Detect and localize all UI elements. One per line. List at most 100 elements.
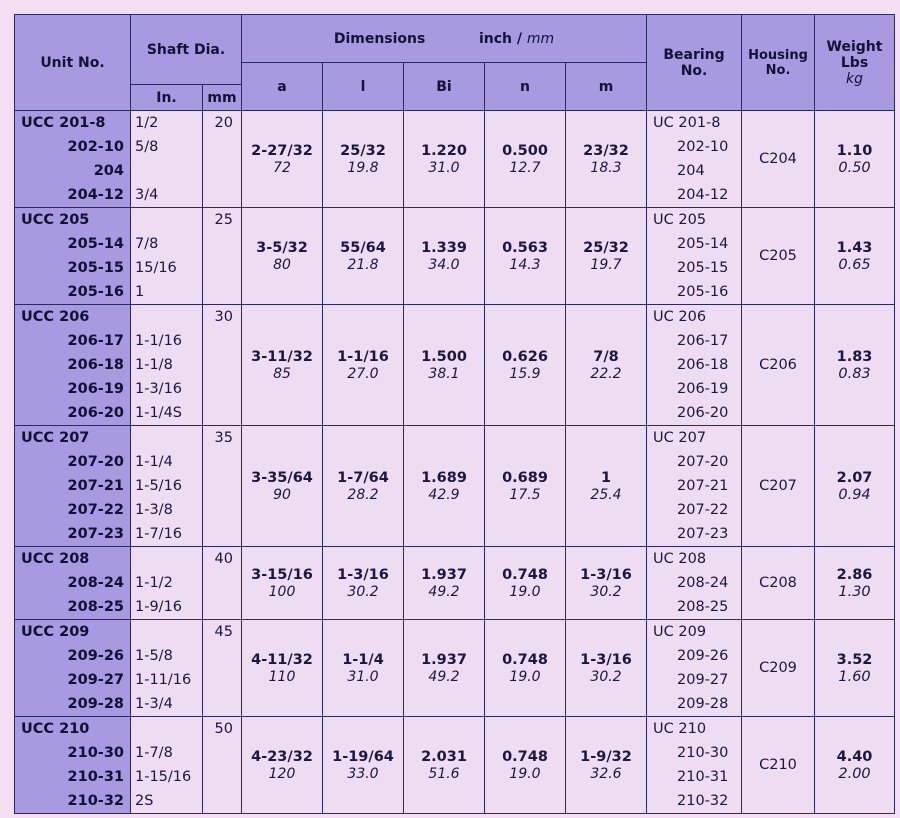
shaft-mm-cell: 40: [202, 546, 242, 620]
shaft-mm-cell: 30: [202, 304, 242, 426]
unit-no: UCC 201-8: [21, 115, 106, 131]
housing-no: C205: [759, 248, 797, 264]
dimension-l-inch: 1-1/4: [342, 651, 384, 668]
dimension-a-mm: 90: [273, 486, 291, 503]
dimension-a-cell: 2-27/32 72: [241, 110, 323, 208]
table-row: UCC 208 208-24 208-25 1-1/2 1-9/16 40 3-15/16 1…: [14, 546, 896, 620]
weight-kg: 0.50: [838, 159, 871, 176]
shaft-mm: 20: [214, 115, 233, 131]
shaft-inch: 1-7/16: [135, 526, 183, 542]
dimension-n-cell: 0.500 12.7: [484, 110, 566, 208]
dimension-n-inch: 0.563: [502, 239, 548, 256]
table-row: UCC 207 207-20 207-21 207-22 207-23 1-1/4 1-5/…: [14, 425, 896, 547]
housing-no-cell: C210: [741, 716, 816, 814]
housing-no: C208: [759, 575, 797, 591]
weight-lbs: 2.07: [836, 469, 873, 486]
table-row: UCC 210 210-30 210-31 210-32 1-7/8 1-15/16 2S 5…: [14, 716, 896, 814]
unit-no: 210-31: [67, 769, 124, 785]
dimension-m-cell: 23/32 18.3: [564, 110, 648, 208]
housing-no-cell: C205: [741, 207, 816, 305]
dimension-m-mm: 32.6: [590, 765, 622, 782]
dimension-m-inch: 7/8: [593, 348, 619, 365]
shaft-inch: 1-3/8: [135, 502, 173, 518]
bearing-no: 204: [677, 163, 705, 179]
dimension-n-mm: 14.3: [509, 256, 541, 273]
table-row: UCC 206 206-17 206-18 206-19 206-20 1-1/16 1-1…: [14, 304, 896, 426]
bearing-no: 205-14: [677, 236, 729, 252]
dimension-a-inch: 4-23/32: [251, 748, 313, 765]
bearing-no: UC 209: [653, 624, 707, 640]
dimension-a-cell: 4-11/32 110: [241, 619, 323, 717]
shaft-inch: 1-3/16: [135, 381, 183, 397]
dimension-a-inch: 4-11/32: [251, 651, 313, 668]
weight-lbs: 4.40: [836, 748, 873, 765]
dimension-n-inch: 0.626: [502, 348, 548, 365]
dimension-m-cell: 25/32 19.7: [564, 207, 648, 305]
dimension-bi-cell: 1.937 49.2: [403, 546, 485, 620]
shaft-mm: 40: [214, 551, 233, 567]
unit-no: UCC 205: [21, 212, 90, 228]
bearing-no: 210-31: [677, 769, 729, 785]
dimension-n-mm: 17.5: [509, 486, 541, 503]
bearing-no: 207-21: [677, 478, 729, 494]
bearing-no: 205-16: [677, 284, 729, 300]
shaft-inch-cell: 1-1/4 1-5/16 1-3/8 1-7/16: [130, 425, 203, 547]
shaft-inch: 1-5/8: [135, 648, 173, 664]
weight-kg: 1.60: [838, 668, 871, 685]
dimension-bi-inch: 1.500: [421, 348, 467, 365]
weight-lbs: 1.43: [836, 239, 873, 256]
dimension-m-cell: 7/8 22.2: [564, 304, 648, 426]
shaft-inch: 1-3/4: [135, 696, 173, 712]
unit-no: 202-10: [67, 139, 124, 155]
unit-no: UCC 210: [21, 721, 90, 737]
bearing-no: 208-24: [677, 575, 729, 591]
unit-no-cell: UCC 206 206-17 206-18 206-19 206-20: [14, 304, 131, 426]
unit-no: 209-28: [67, 696, 124, 712]
dimension-m-cell: 1-3/16 30.2: [564, 546, 648, 620]
header-col-a: a: [241, 62, 323, 111]
dimension-n-inch: 0.748: [502, 651, 548, 668]
dimension-n-mm: 19.0: [509, 668, 541, 685]
bearing-no: 207-22: [677, 502, 729, 518]
shaft-inch: 1-1/4S: [135, 405, 182, 421]
dimension-a-cell: 3-5/32 80: [241, 207, 323, 305]
bearing-no-cell: UC 209 209-26 209-27 209-28: [646, 619, 743, 717]
dimension-n-mm: 19.0: [509, 765, 541, 782]
dimension-bi-inch: 1.689: [421, 469, 467, 486]
shaft-inch: 1-15/16: [135, 769, 192, 785]
dimension-a-cell: 4-23/32 120: [241, 716, 323, 814]
shaft-inch: 1-1/8: [135, 357, 173, 373]
shaft-inch: 1: [135, 284, 145, 300]
bearing-unit-table: Unit No. Shaft Dia. Dimensions inch / mm…: [14, 14, 896, 814]
shaft-mm: 50: [214, 721, 233, 737]
dimension-a-mm: 80: [273, 256, 291, 273]
unit-no: 209-27: [67, 672, 124, 688]
header-unit-no: Unit No.: [14, 14, 131, 111]
shaft-mm-cell: 45: [202, 619, 242, 717]
housing-no: C204: [759, 151, 797, 167]
unit-no: 208-25: [67, 599, 124, 615]
weight-cell: 3.52 1.60: [814, 619, 896, 717]
dimension-a-cell: 3-35/64 90: [241, 425, 323, 547]
dimension-bi-cell: 1.339 34.0: [403, 207, 485, 305]
shaft-inch-cell: 1-1/2 1-9/16: [130, 546, 203, 620]
header-col-n: n: [484, 62, 566, 111]
shaft-inch: 1-11/16: [135, 672, 192, 688]
dimension-bi-inch: 2.031: [421, 748, 467, 765]
dimension-l-mm: 19.8: [347, 159, 379, 176]
dimension-l-inch: 25/32: [340, 142, 386, 159]
table-body: UCC 201-8 202-10 204 204-12 1/2 5/8 3/4 20 2-27/…: [14, 110, 896, 814]
bearing-no: 205-15: [677, 260, 729, 276]
dimension-n-cell: 0.626 15.9: [484, 304, 566, 426]
unit-no: 206-19: [67, 381, 124, 397]
shaft-inch: [131, 717, 202, 741]
dimension-m-mm: 30.2: [590, 583, 622, 600]
table-row: UCC 201-8 202-10 204 204-12 1/2 5/8 3/4 20 2-27/…: [14, 110, 896, 208]
table-row: UCC 205 205-14 205-15 205-16 7/8 15/16 1 25 3-5/…: [14, 207, 896, 305]
shaft-mm: 45: [214, 624, 233, 640]
shaft-inch: 1-9/16: [135, 599, 183, 615]
shaft-inch: [131, 305, 202, 329]
dimension-m-mm: 22.2: [590, 365, 622, 382]
table-row: UCC 209 209-26 209-27 209-28 1-5/8 1-11/16 1-3…: [14, 619, 896, 717]
header-bearing-no: Bearing No.: [646, 14, 743, 111]
